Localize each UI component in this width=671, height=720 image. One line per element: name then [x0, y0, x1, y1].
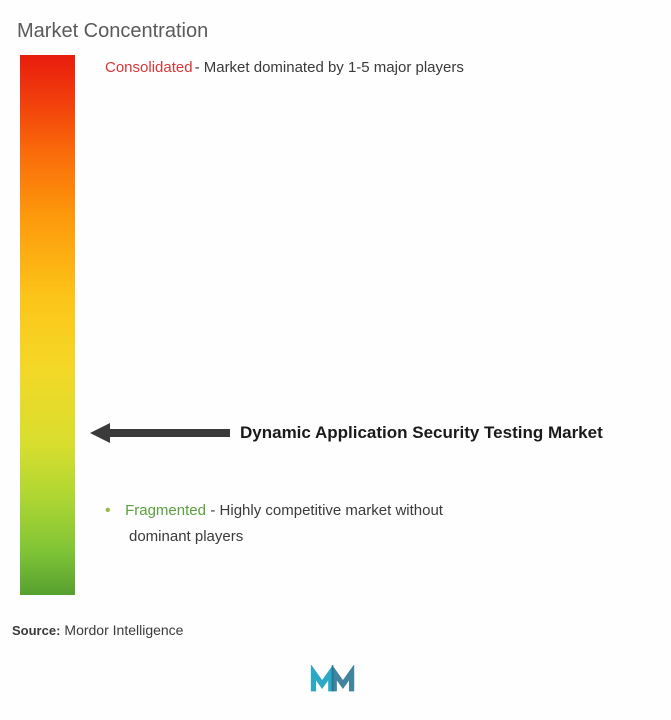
market-position-indicator: Dynamic Application Security Testing Mar… — [90, 423, 603, 443]
arrow-icon — [90, 423, 230, 443]
consolidated-label-row: Consolidated - Market dominated by 1-5 m… — [105, 59, 464, 76]
mordor-logo-icon — [310, 665, 362, 702]
fragmented-label: Fragmented — [125, 502, 206, 519]
fragmented-description-line1: - Highly competitive market without — [210, 502, 443, 519]
market-name-label: Dynamic Application Security Testing Mar… — [240, 423, 603, 443]
consolidated-label: Consolidated — [105, 59, 193, 76]
source-value: Mordor Intelligence — [64, 622, 183, 638]
source-attribution: Source: Mordor Intelligence — [12, 622, 183, 638]
chart-title: Market Concentration — [17, 20, 656, 43]
fragmented-label-row: • Fragmented - Highly competitive market… — [105, 502, 605, 545]
source-label: Source: — [12, 623, 60, 638]
consolidated-description: - Market dominated by 1-5 major players — [195, 59, 464, 76]
fragmented-description-line2: dominant players — [129, 528, 605, 545]
concentration-gradient-bar — [20, 55, 75, 595]
bullet-icon: • — [105, 502, 111, 519]
chart-area: Consolidated - Market dominated by 1-5 m… — [15, 55, 656, 605]
